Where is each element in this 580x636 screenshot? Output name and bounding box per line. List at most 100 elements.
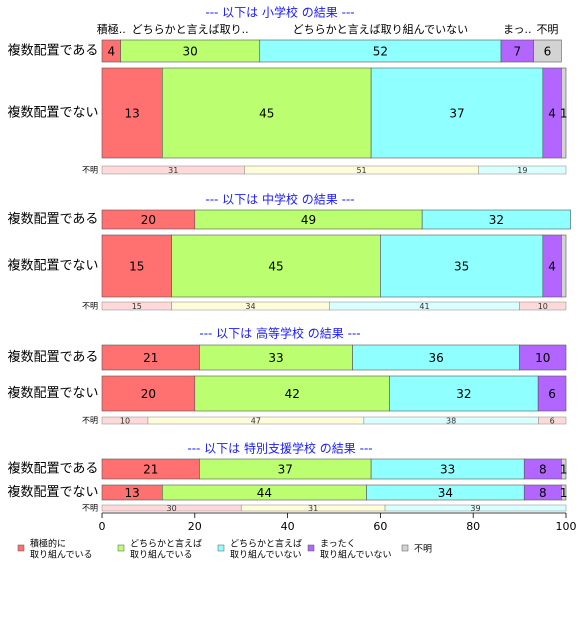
legend-label-line2: 取り組んでいない [230, 549, 302, 561]
bar-value-label: 4 [548, 107, 556, 121]
bar-segment [519, 344, 567, 371]
header-category-label: どちらかと言えば取り組んでいない [293, 23, 468, 36]
bar-value-label: 20 [141, 213, 156, 227]
bar-value-label: 6 [544, 45, 552, 59]
bar-value-label: 37 [449, 107, 464, 121]
bar-segment [352, 344, 520, 371]
legend-label-line1: まったく [320, 539, 356, 550]
row-label: 複数配置である [8, 211, 99, 227]
row-label: 複数配置でない [7, 105, 98, 121]
bar-value-label: 7 [513, 45, 521, 59]
legend-label-line1: どちらかと言えば [230, 538, 302, 550]
header-category-label: 積極.. [97, 22, 126, 36]
unknown-bar-label: 19 [517, 166, 527, 175]
bar-value-label: 42 [285, 387, 300, 401]
unknown-bar-label: 15 [132, 302, 142, 311]
unknown-bar-label: 41 [419, 302, 429, 311]
bar-value-label: 1 [560, 463, 568, 477]
row-label: 複数配置でない [7, 258, 98, 274]
legend-label-line2: 取り組んでいない [320, 549, 392, 561]
header-category-label: まっ.. [503, 23, 532, 36]
panel-title: --- 以下は 特別支援学校 の結果 --- [187, 441, 372, 456]
unknown-bar-segment [538, 416, 567, 425]
bar-segment [537, 375, 567, 412]
legend-swatch [307, 544, 315, 552]
bar-segment [533, 39, 562, 63]
row-label: 複数配置である [8, 349, 99, 365]
legend-swatch [401, 544, 409, 552]
unknown-bar-label: 34 [245, 302, 255, 311]
legend-swatch [117, 544, 125, 552]
bar-value-label: 1 [560, 107, 568, 121]
legend-swatch [17, 544, 25, 552]
unknown-bar-segment [478, 165, 567, 175]
bar-value-label: 34 [438, 486, 453, 500]
bar-value-label: 21 [143, 463, 158, 477]
panel-title: --- 以下は 中学校 の結果 --- [205, 192, 354, 207]
bar-value-label: 6 [548, 387, 556, 401]
unknown-bar-label: 30 [167, 504, 177, 513]
bar-value-label: 4 [548, 260, 556, 274]
x-tick-label: 60 [373, 520, 387, 533]
row-label: 複数配置である [8, 43, 99, 59]
panel-title: --- 以下は 高等学校 の結果 --- [199, 326, 360, 341]
bar-value-label: 36 [428, 351, 443, 365]
legend-label-line1: 積極的に [30, 538, 66, 550]
x-tick-label: 100 [556, 520, 577, 533]
bar-value-label: 20 [141, 387, 156, 401]
bar-value-label: 13 [125, 107, 140, 121]
legend-swatch [217, 544, 225, 552]
legend-label-line2: 取り組んでいる [130, 549, 193, 561]
unknown-bar-label: 10 [120, 417, 130, 426]
bar-segment [370, 67, 544, 159]
unknown-bar-label: 6 [550, 417, 555, 426]
unknown-bar-label: 31 [308, 504, 318, 513]
header-category-label: どちらかと言えば取り.. [132, 23, 249, 36]
x-tick-label: 80 [466, 520, 480, 533]
bar-value-label: 52 [373, 45, 388, 59]
bar-segment [101, 344, 200, 371]
bar-segment [199, 344, 353, 371]
bar-segment [194, 375, 390, 412]
bar-value-label: 30 [183, 45, 198, 59]
bar-value-label: 44 [257, 486, 272, 500]
bar-value-label: 1 [560, 486, 568, 500]
legend-label: 不明 [414, 544, 432, 555]
unknown-row-label: 不明 [82, 166, 98, 175]
x-tick-label: 20 [188, 520, 202, 533]
row-label: 複数配置である [8, 461, 99, 477]
bar-segment [171, 234, 381, 298]
header-category-label: 不明 [536, 23, 558, 36]
x-tick-label: 40 [281, 520, 295, 533]
bar-value-label: 8 [539, 486, 547, 500]
panel-title: --- 以下は 小学校 の結果 --- [205, 5, 354, 20]
bar-value-label: 10 [535, 351, 550, 365]
bar-segment [561, 458, 567, 480]
bar-value-label: 49 [301, 213, 316, 227]
bar-segment [389, 375, 539, 412]
bar-segment [561, 234, 567, 298]
bar-value-label: 21 [143, 351, 158, 365]
unknown-bar-label: 38 [446, 417, 456, 426]
bar-value-label: 32 [456, 387, 471, 401]
unknown-bar-segment [519, 301, 567, 311]
bar-value-label: 45 [259, 107, 274, 121]
bar-value-label: 4 [107, 45, 115, 59]
bar-segment [101, 375, 196, 412]
bar-segment [421, 209, 571, 230]
unknown-row-label: 不明 [82, 504, 98, 513]
row-label: 複数配置でない [7, 385, 98, 401]
unknown-bar-segment [384, 504, 567, 512]
bar-value-label: 8 [539, 463, 547, 477]
bar-segment [380, 234, 544, 298]
legend-label-line2: 取り組んでいる [30, 549, 93, 561]
bar-value-label: 37 [278, 463, 293, 477]
unknown-bar-label: 51 [356, 166, 366, 175]
bar-segment [561, 484, 567, 501]
unknown-row-label: 不明 [82, 416, 98, 425]
unknown-bar-label: 31 [168, 166, 178, 175]
bar-value-label: 13 [125, 486, 140, 500]
row-label: 複数配置でない [7, 484, 98, 500]
bar-value-label: 33 [440, 463, 455, 477]
